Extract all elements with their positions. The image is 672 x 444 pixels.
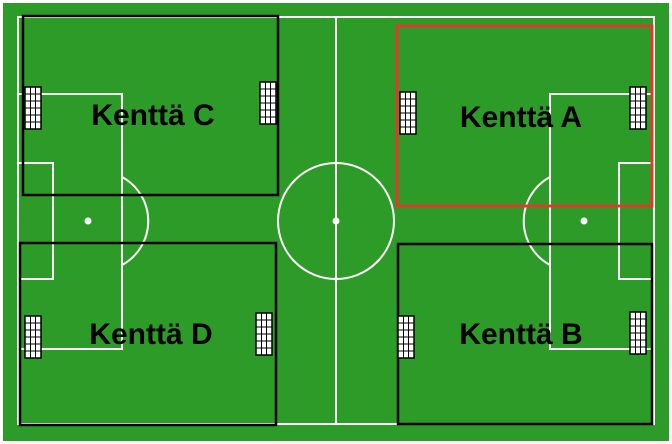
mini-goal-icon [397, 315, 415, 359]
mini-goal-icon [629, 311, 647, 355]
left-penalty-arc [121, 176, 150, 266]
field-a-label: Kenttä A [460, 101, 582, 134]
field-d-boundary[interactable] [18, 241, 278, 427]
mini-goal-icon [24, 315, 42, 359]
pitch-markings [17, 16, 655, 425]
center-circle [277, 162, 395, 280]
field-a-highlight[interactable] [395, 24, 654, 208]
mini-goal-icon [259, 81, 277, 125]
left-goal-area [17, 162, 54, 280]
field-c-label: Kenttä C [91, 99, 214, 132]
center-spot [332, 217, 340, 225]
mini-goal-icon [399, 91, 417, 135]
field-b-label: Kenttä B [459, 318, 582, 351]
left-penalty-spot [84, 217, 92, 225]
field-c-boundary[interactable] [21, 14, 280, 197]
right-penalty-spot [580, 217, 588, 225]
mini-goal-icon [629, 86, 647, 130]
mini-goal-icon [255, 312, 273, 356]
right-goal-area [618, 162, 655, 280]
mini-goal-icon [24, 86, 42, 130]
field-d-label: Kenttä D [89, 318, 212, 351]
right-penalty-arc [522, 176, 551, 266]
